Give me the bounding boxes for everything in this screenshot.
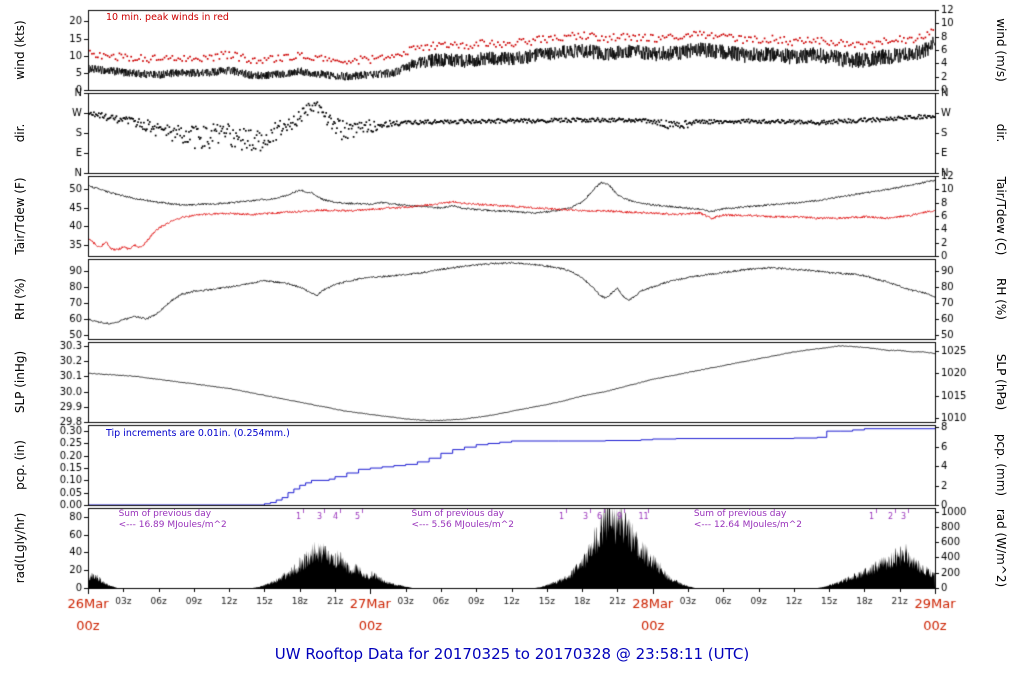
- precip-tip-note: Tip increments are 0.01in. (0.254mm.): [106, 428, 290, 439]
- figure-caption: UW Rooftop Data for 20170325 to 20170328…: [274, 645, 750, 663]
- wind-peak-note: 10 min. peak winds in red: [106, 12, 229, 23]
